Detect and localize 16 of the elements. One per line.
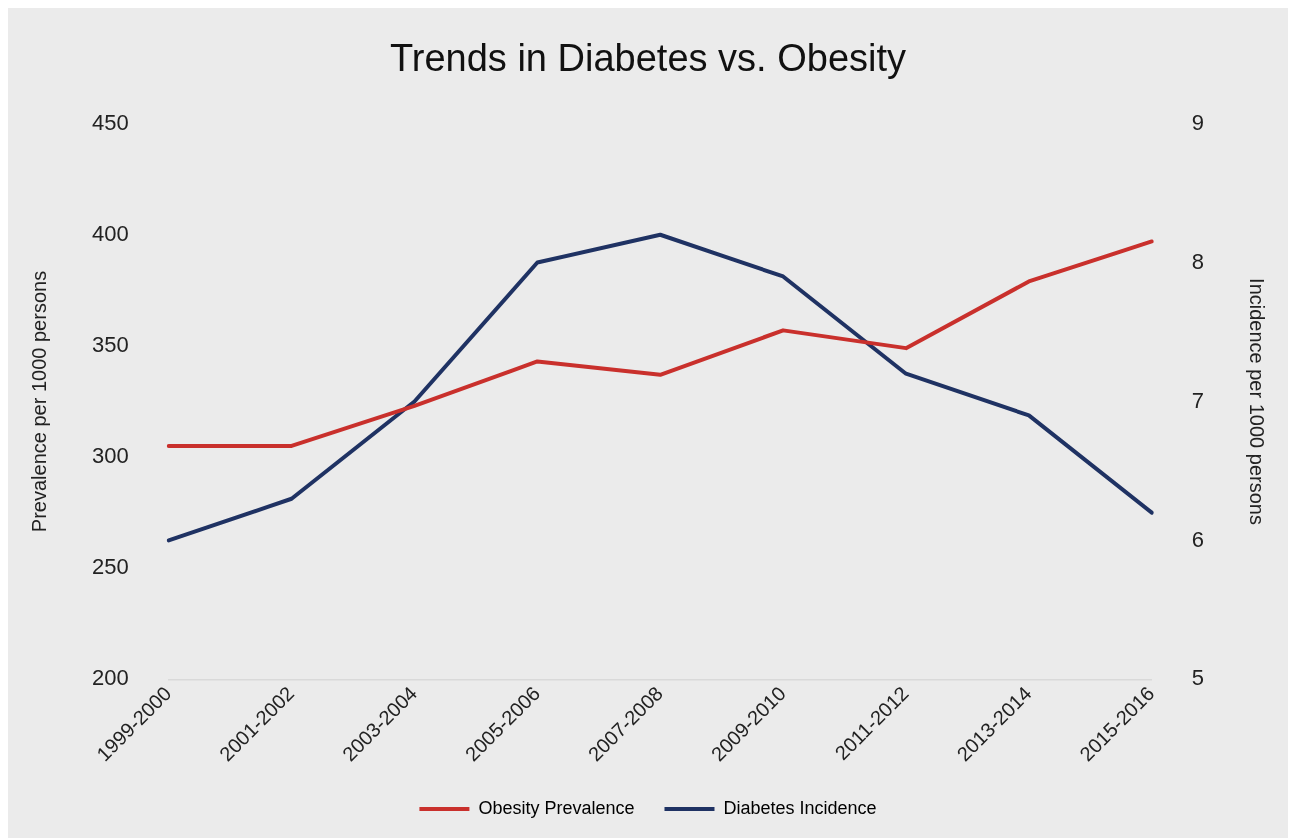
y2-tick-label: 6 — [1191, 526, 1205, 552]
y-tick-label: 200 — [91, 665, 129, 691]
y2-axis-title: Incidence per 1000 persons — [1246, 278, 1269, 525]
y-tick-label: 450 — [91, 109, 129, 135]
y-tick-label: 300 — [91, 443, 129, 469]
y2-tick-label: 8 — [1191, 248, 1205, 274]
y2-tick-label: 5 — [1191, 665, 1205, 691]
chart-title: Trends in Diabetes vs. Obesity — [389, 37, 907, 80]
y-tick-label: 350 — [91, 331, 129, 357]
legend-label: Diabetes Incidence — [723, 797, 877, 818]
legend-label: Obesity Prevalence — [478, 797, 635, 818]
y-axis-title: Prevalence per 1000 persons — [27, 270, 50, 533]
y-tick-label: 250 — [91, 554, 129, 580]
y-tick-label: 400 — [91, 220, 129, 246]
y2-tick-label: 7 — [1191, 387, 1205, 413]
y2-tick-label: 9 — [1191, 109, 1205, 135]
